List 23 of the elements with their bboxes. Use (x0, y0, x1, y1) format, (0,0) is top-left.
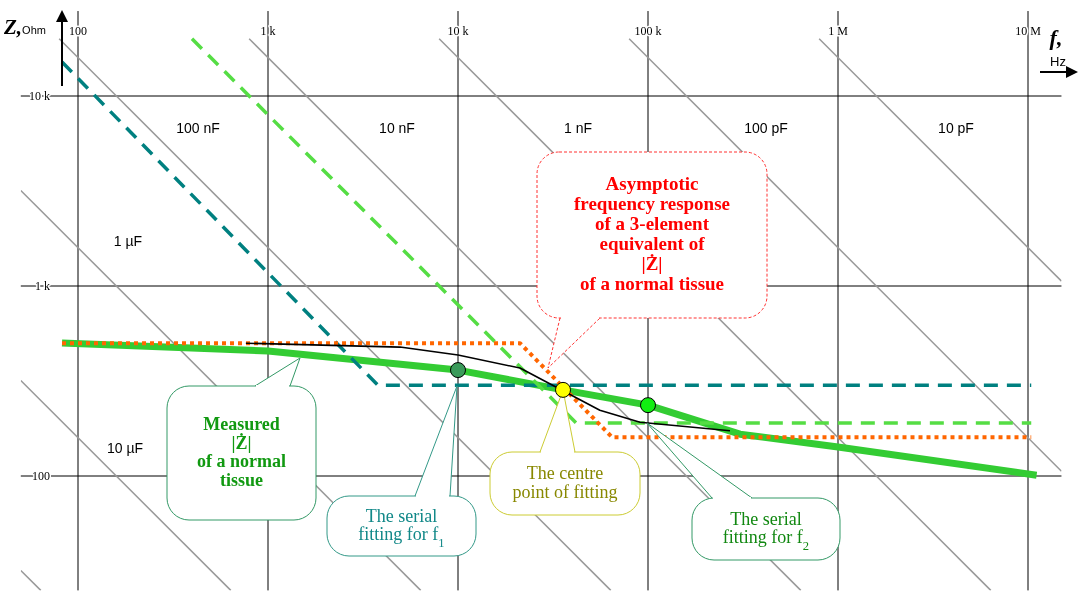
annotation: 100 nF (176, 120, 220, 136)
x-tick-label: 100 (69, 24, 87, 38)
x-tick-label: 100 k (634, 24, 662, 38)
annotation: 10 pF (938, 120, 974, 136)
annotation: 100 pF (744, 120, 788, 136)
x-tick-label: 1 M (828, 24, 849, 38)
x-axis-title: f,Hz (1049, 25, 1066, 69)
annotation: 1 µF (113, 233, 143, 249)
annotation: Measured |Ż| of a normal tissue (197, 413, 286, 491)
annotation: The serial fitting for f$_{1}$ (358, 505, 445, 551)
y-tick-label: 1 k (35, 279, 50, 293)
annotation: Asymptotic frequency response of a 3-element equivalent of |Ż| of a normal tissue (573, 173, 731, 295)
x-tick-label: 1 k (260, 24, 276, 38)
annotation: 1 nF (563, 120, 593, 136)
x-tick-label: 10 k (447, 24, 469, 38)
y-axis-title: Z,Ohm (3, 15, 46, 39)
annotation: 10 nF (379, 120, 415, 136)
x-tick-label: 10 M (1015, 24, 1042, 38)
y-tick-label: 10 k (29, 89, 50, 103)
annotation: The serial fitting for f$_{2}$ (722, 508, 810, 554)
annotation: The centre point of fitting (512, 463, 618, 502)
annotation: 10 µF (106, 440, 144, 456)
y-tick-label: 100 (32, 469, 50, 483)
